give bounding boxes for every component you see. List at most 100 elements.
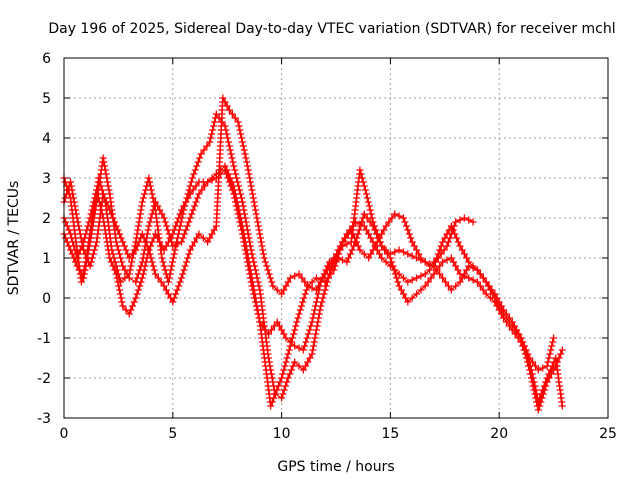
series-trace <box>63 113 563 411</box>
trace-marker <box>101 226 109 234</box>
data-point <box>343 258 351 266</box>
trace-marker <box>190 170 198 178</box>
trace-marker <box>280 386 288 394</box>
trace-marker <box>511 326 519 334</box>
trace-marker <box>242 250 250 258</box>
trace-marker <box>67 182 75 190</box>
trace-marker <box>258 242 266 250</box>
trace-marker <box>172 222 180 230</box>
trace-marker <box>168 262 176 270</box>
plot-frame <box>63 57 609 419</box>
data-point <box>399 214 407 222</box>
trace-marker <box>138 202 146 210</box>
trace-marker <box>129 250 136 258</box>
trace-marker <box>70 242 78 250</box>
data-point <box>534 366 542 374</box>
trace-marker <box>385 218 393 226</box>
data-series <box>60 94 566 414</box>
data-point <box>273 318 281 326</box>
trace-marker <box>312 330 320 338</box>
trace-marker <box>114 226 122 234</box>
data-point <box>430 270 438 278</box>
trace-marker <box>417 286 425 294</box>
trace-marker <box>210 226 218 234</box>
data-point <box>188 174 196 182</box>
data-point <box>169 242 177 250</box>
trace-marker <box>104 182 112 190</box>
trace-marker <box>353 238 360 246</box>
trace-marker <box>268 278 276 286</box>
trace-marker <box>256 230 264 238</box>
data-point <box>86 238 94 246</box>
trace-marker <box>306 354 314 362</box>
trace-marker <box>250 290 258 298</box>
trace-marker <box>284 350 292 358</box>
trace-marker <box>529 374 537 382</box>
trace-marker <box>417 272 425 280</box>
trace-marker <box>115 282 123 290</box>
trace-marker <box>167 234 175 242</box>
trace-marker <box>128 258 136 266</box>
data-point <box>234 118 242 126</box>
data-point <box>125 254 133 262</box>
trace-marker <box>295 344 303 352</box>
trace-marker <box>163 222 171 230</box>
trace-marker <box>127 306 135 314</box>
trace-marker <box>101 166 109 174</box>
data-point <box>543 362 551 370</box>
trace-marker <box>238 138 246 146</box>
data-point <box>299 366 307 374</box>
trace-marker <box>360 250 368 258</box>
trace-marker <box>301 278 309 286</box>
trace-marker <box>104 202 112 210</box>
trace-marker <box>519 338 527 346</box>
trace-marker <box>266 274 274 282</box>
data-point <box>256 318 264 326</box>
data-point <box>145 174 153 182</box>
trace-marker <box>388 258 396 266</box>
trace-marker <box>476 270 484 278</box>
trace-marker <box>175 214 183 222</box>
data-point <box>243 158 251 166</box>
trace-marker <box>198 186 206 194</box>
trace-marker <box>463 254 471 262</box>
data-point <box>382 222 390 230</box>
trace-marker <box>184 254 192 262</box>
trace-marker <box>332 258 340 266</box>
trace-marker <box>254 222 262 230</box>
trace-marker <box>237 222 245 230</box>
data-point <box>312 274 320 282</box>
data-point <box>132 246 140 254</box>
data-point <box>443 242 451 250</box>
trace-marker <box>184 194 192 202</box>
trace-marker <box>140 266 148 274</box>
trace-marker <box>146 178 154 186</box>
trace-marker <box>236 218 244 226</box>
trace-marker <box>104 178 111 186</box>
data-point <box>378 242 386 250</box>
trace-marker <box>136 214 144 222</box>
data-point <box>260 254 268 262</box>
trace-marker <box>365 202 373 210</box>
trace-marker <box>540 382 548 390</box>
trace-marker <box>238 134 246 142</box>
trace-marker <box>135 238 143 246</box>
data-point <box>132 294 140 302</box>
trace-marker <box>170 226 178 234</box>
trace-marker <box>278 326 286 334</box>
trace-marker <box>302 362 309 370</box>
trace-marker <box>146 218 154 226</box>
data-point <box>360 210 368 218</box>
trace-marker <box>322 266 330 274</box>
trace-marker <box>244 166 252 174</box>
data-point <box>456 242 464 250</box>
trace-marker <box>118 298 126 306</box>
trace-marker <box>287 366 295 374</box>
trace-marker <box>116 286 123 294</box>
trace-marker <box>240 146 248 154</box>
x-tick-label: 20 <box>490 426 508 442</box>
trace-marker <box>236 126 244 134</box>
trace-marker <box>194 194 201 202</box>
trace-marker <box>229 158 237 166</box>
trace-marker <box>536 394 544 402</box>
